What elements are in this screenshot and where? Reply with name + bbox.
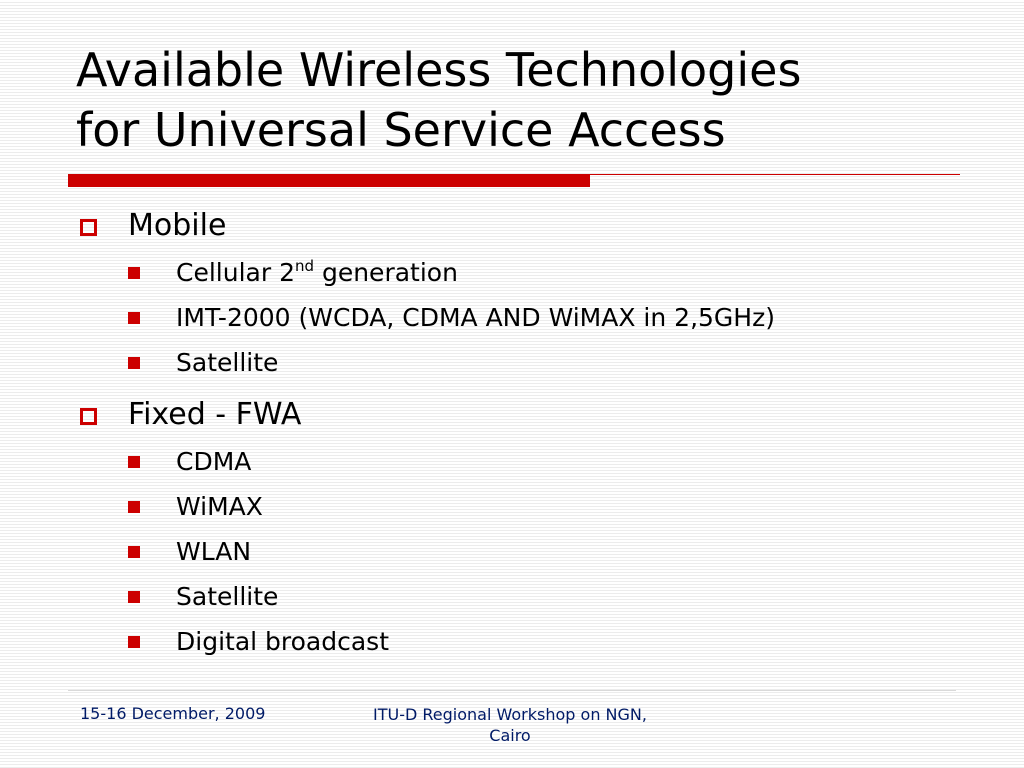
filled-square-bullet-icon bbox=[128, 636, 140, 648]
footer-event-line-2: Cairo bbox=[489, 726, 531, 745]
section-label: Fixed - FWA bbox=[128, 397, 302, 432]
footer-event-line-1: ITU-D Regional Workshop on NGN, bbox=[373, 705, 647, 724]
hollow-square-bullet-icon bbox=[80, 408, 97, 425]
title-line-2: for Universal Service Access bbox=[76, 103, 726, 157]
list-item-text: Digital broadcast bbox=[176, 627, 390, 656]
filled-square-bullet-icon bbox=[128, 312, 140, 324]
filled-square-bullet-icon bbox=[128, 357, 140, 369]
list-item-text: CDMA bbox=[176, 447, 252, 476]
list-item-text: Satellite bbox=[176, 582, 279, 611]
footer-date: 15-16 December, 2009 bbox=[80, 704, 266, 723]
section-label: Mobile bbox=[128, 208, 227, 243]
footer-divider bbox=[68, 690, 956, 691]
filled-square-bullet-icon bbox=[128, 456, 140, 468]
filled-square-bullet-icon bbox=[128, 546, 140, 558]
title-divider-thin bbox=[68, 174, 960, 175]
list-item-text: IMT-2000 (WCDA, CDMA AND WiMAX in 2,5GHz… bbox=[176, 303, 775, 332]
hollow-square-bullet-icon bbox=[80, 219, 97, 236]
filled-square-bullet-icon bbox=[128, 591, 140, 603]
filled-square-bullet-icon bbox=[128, 501, 140, 513]
footer-event: ITU-D Regional Workshop on NGN, Cairo bbox=[330, 704, 690, 746]
filled-square-bullet-icon bbox=[128, 267, 140, 279]
list-item-text: WiMAX bbox=[176, 492, 263, 521]
slide-title: Available Wireless Technologies for Univ… bbox=[76, 40, 976, 160]
title-line-1: Available Wireless Technologies bbox=[76, 43, 802, 97]
superscript: nd bbox=[294, 257, 315, 275]
list-item-text: Satellite bbox=[176, 348, 279, 377]
list-item-text: Cellular 2nd generation bbox=[176, 257, 458, 287]
list-item-text: WLAN bbox=[176, 537, 252, 566]
title-divider-thick bbox=[68, 175, 590, 187]
